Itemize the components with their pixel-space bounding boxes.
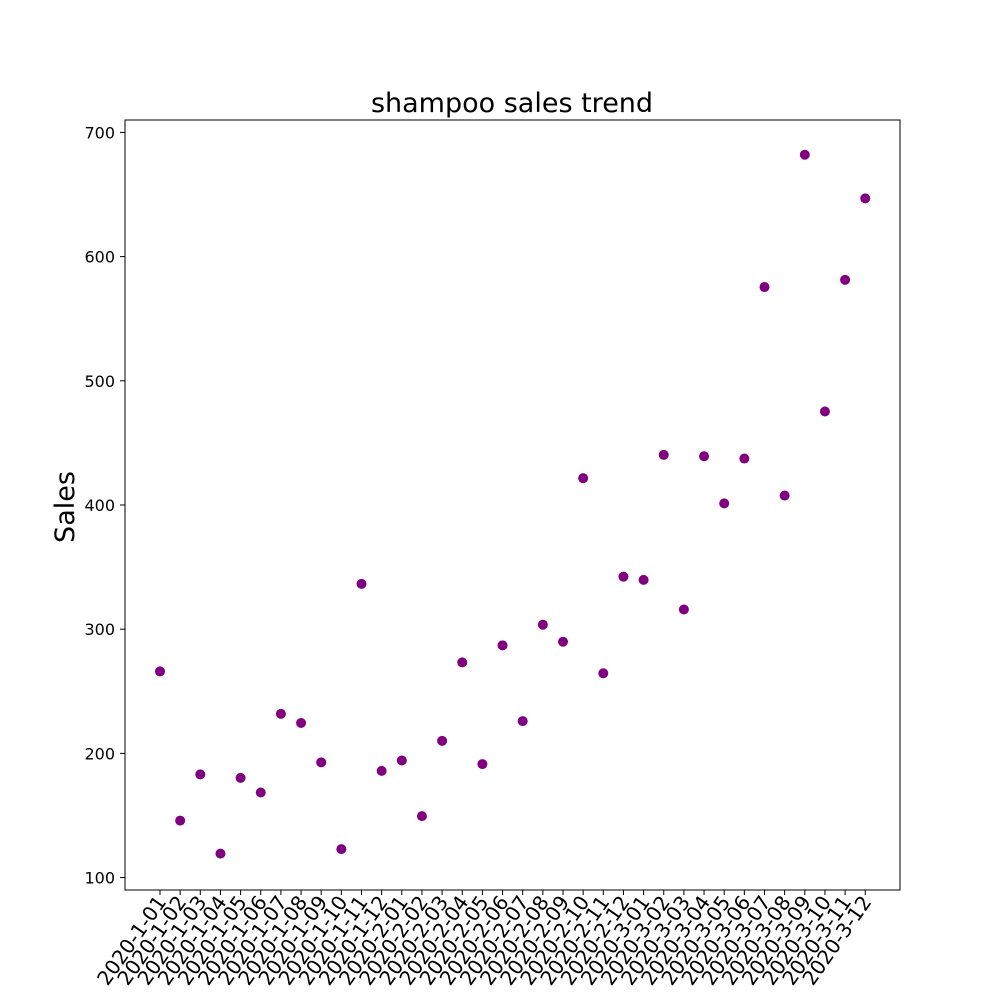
y-tick-label: 200: [84, 744, 115, 763]
data-point: [477, 759, 488, 770]
data-point: [336, 844, 347, 855]
data-point: [155, 666, 165, 677]
data-point: [598, 668, 609, 679]
x-axis: 2020-1-012020-1-022020-1-032020-1-042020…: [92, 890, 876, 990]
data-point: [699, 451, 710, 462]
data-point: [296, 717, 307, 728]
data-point: [416, 811, 427, 822]
data-point: [678, 604, 689, 615]
data-point: [558, 636, 568, 647]
y-axis: 100 200 300 400 500 600 700: [84, 123, 125, 888]
data-point: [840, 274, 851, 285]
data-point: [195, 769, 206, 780]
y-tick-label: 400: [84, 496, 115, 515]
data-point: [396, 755, 407, 766]
plot-area-frame: [124, 119, 901, 891]
data-point: [759, 282, 770, 293]
data-point: [739, 453, 750, 464]
data-point: [376, 765, 387, 776]
y-axis-label: Sales: [50, 471, 81, 543]
data-point: [215, 848, 226, 859]
y-tick-label: 600: [84, 248, 115, 267]
data-point: [517, 716, 528, 727]
data-point: [235, 772, 246, 783]
y-tick-label: 500: [84, 372, 115, 391]
data-point: [578, 473, 589, 484]
data-point: [638, 574, 649, 585]
data-point: [457, 657, 468, 668]
data-point: [658, 449, 669, 460]
data-point: [175, 815, 186, 826]
y-tick-label: 100: [84, 869, 115, 888]
data-point: [819, 406, 830, 417]
data-points: [155, 149, 871, 859]
data-point: [356, 578, 367, 589]
data-point: [799, 149, 810, 160]
chart-title: shampoo sales trend: [371, 88, 653, 119]
data-point: [618, 571, 629, 582]
data-point: [779, 490, 790, 501]
data-point: [497, 640, 508, 651]
data-point: [255, 787, 266, 798]
data-point: [537, 619, 548, 630]
data-point: [719, 498, 730, 509]
data-point: [316, 757, 327, 768]
y-tick-label: 300: [84, 620, 115, 639]
data-point: [275, 708, 286, 719]
data-point: [437, 735, 448, 746]
data-point: [860, 193, 871, 204]
y-tick-label: 700: [84, 123, 115, 142]
